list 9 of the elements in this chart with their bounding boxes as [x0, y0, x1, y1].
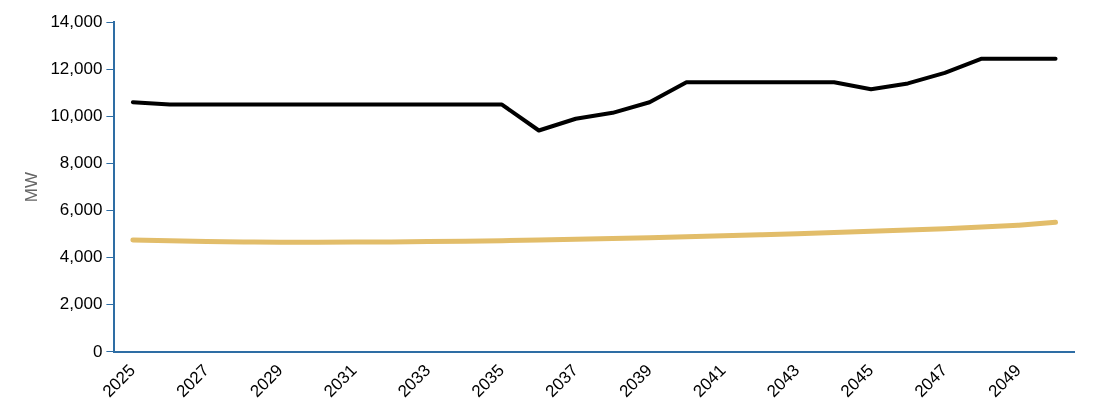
y-axis-title: MW	[21, 171, 41, 203]
y-tick-label: 10,000	[50, 106, 103, 126]
y-tick-label: 8,000	[59, 153, 103, 173]
y-tick-label: 2,000	[59, 294, 103, 314]
y-tick-label: 12,000	[50, 58, 103, 78]
y-tick-label: 4,000	[59, 247, 103, 267]
y-tick-label: 6,000	[59, 200, 103, 220]
y-tick-label: 0	[92, 341, 103, 361]
y-tick-label: 14,000	[50, 11, 103, 31]
